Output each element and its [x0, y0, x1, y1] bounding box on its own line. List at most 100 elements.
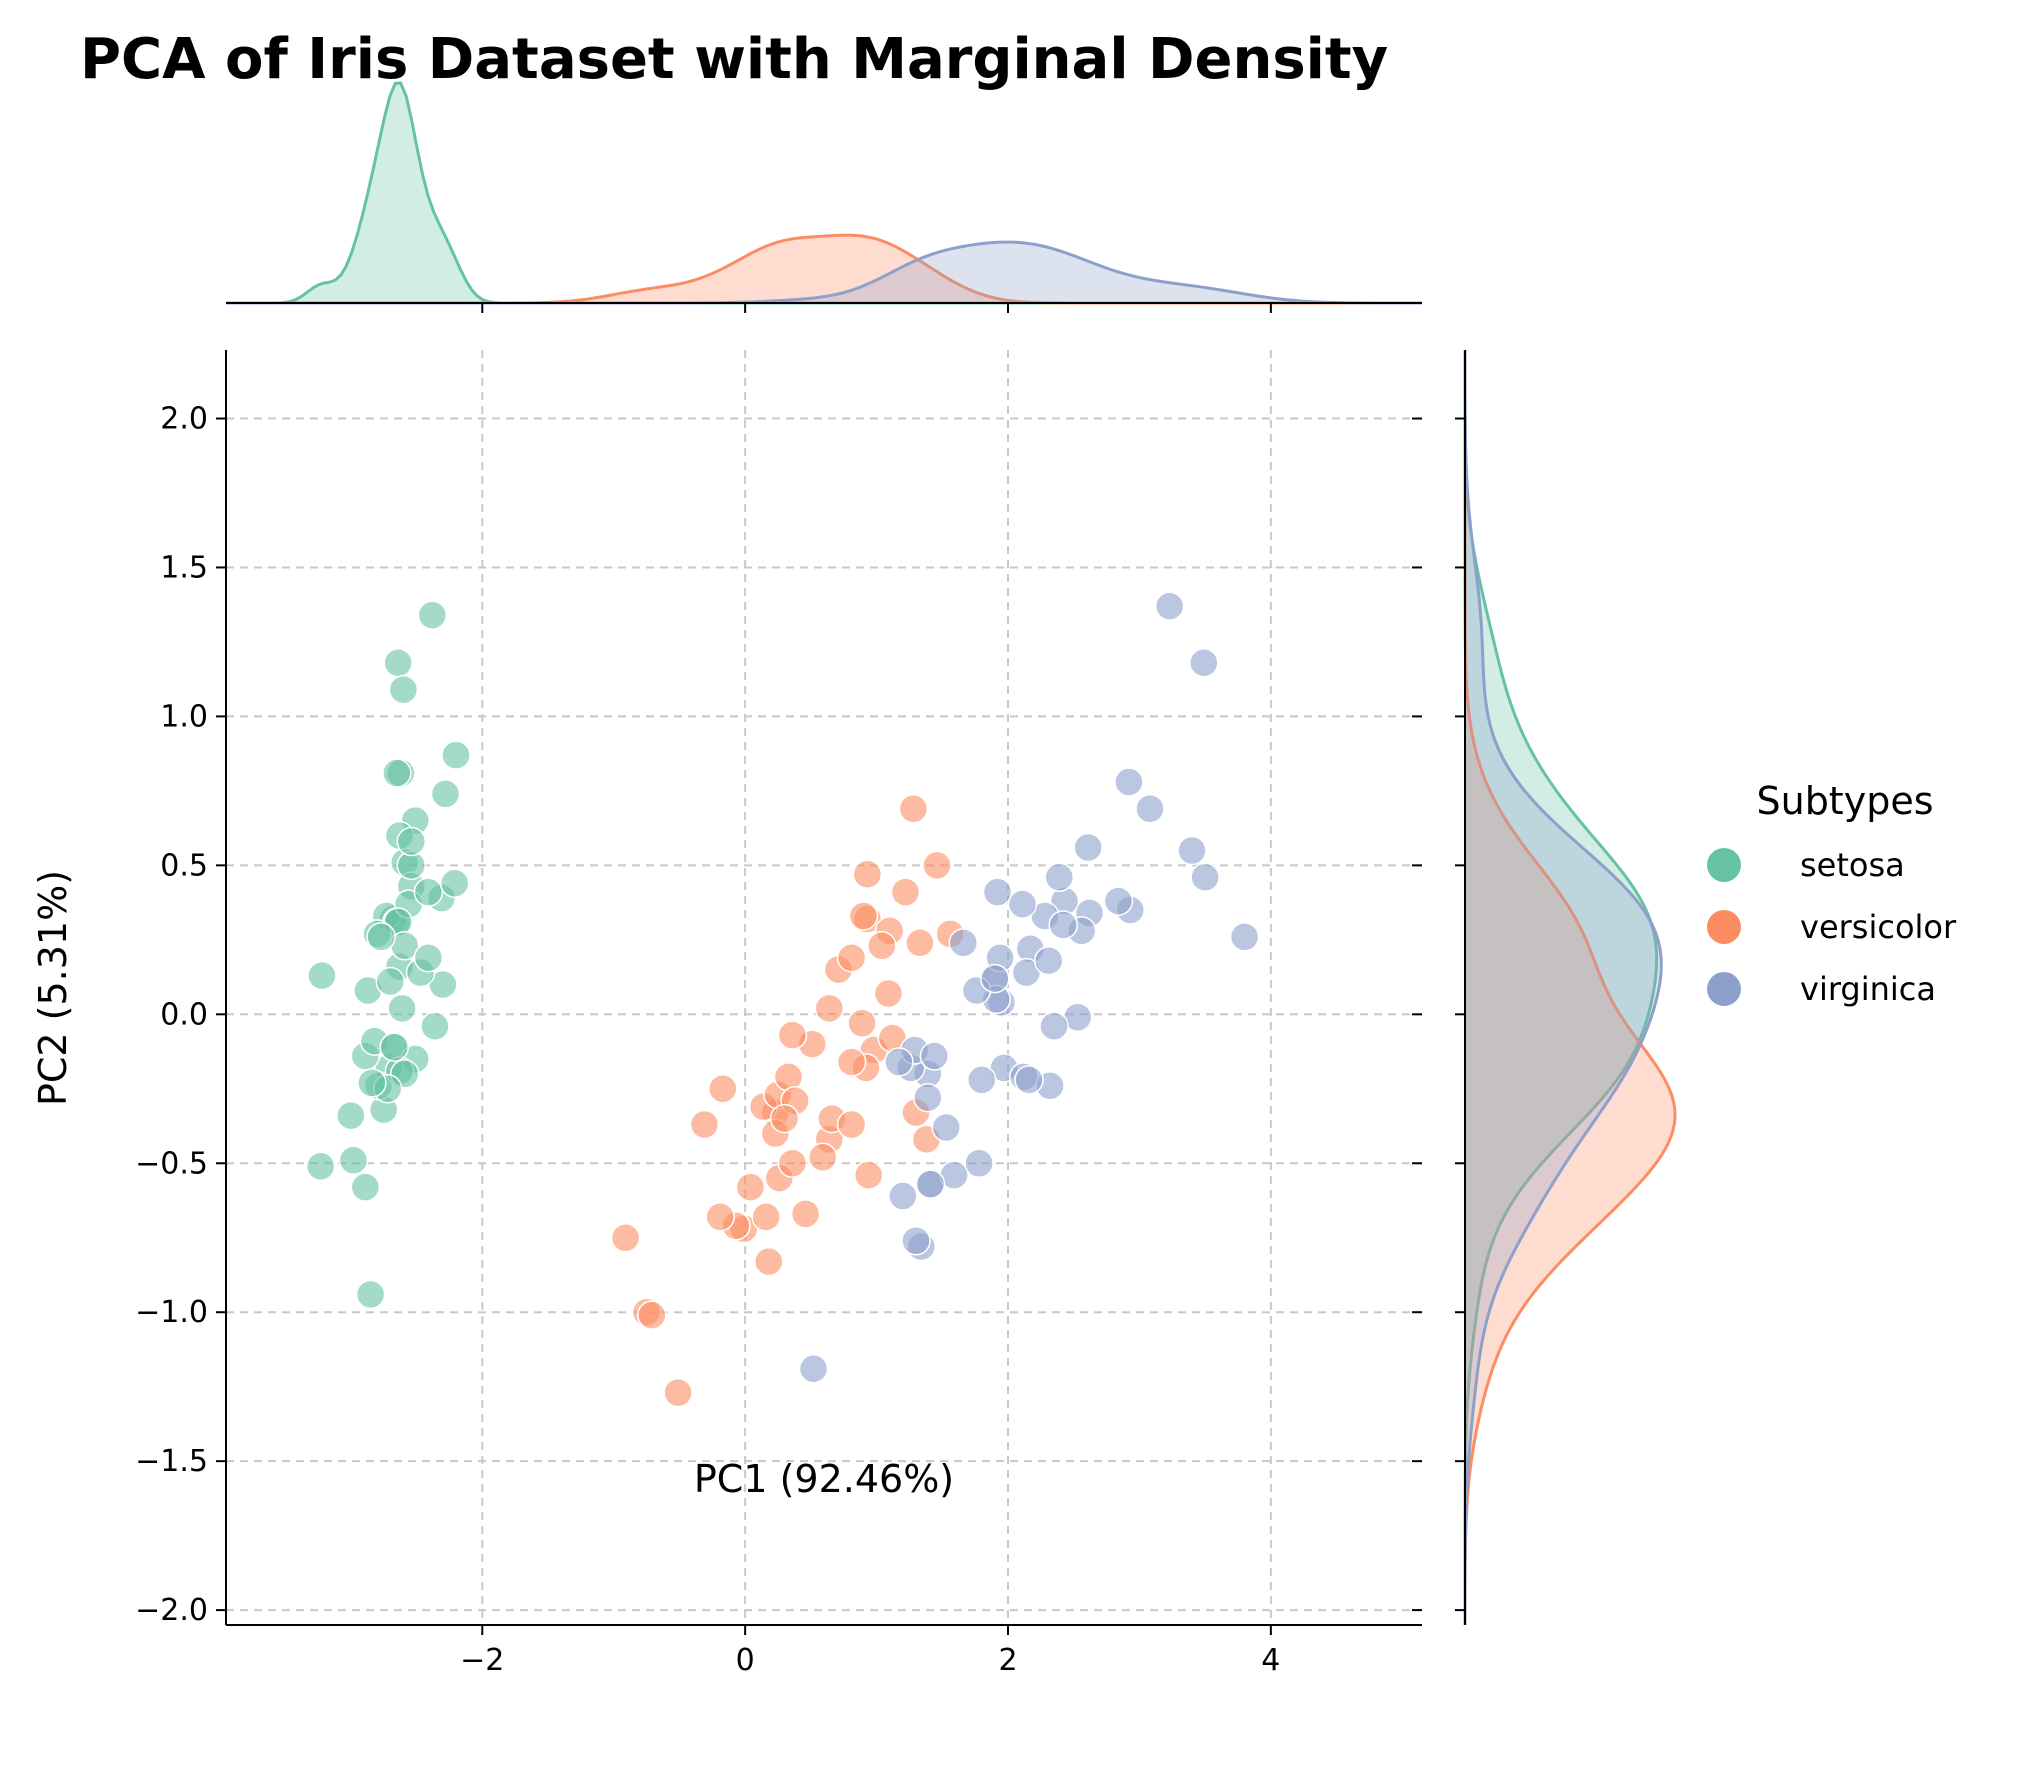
scatter-point-setosa — [355, 1279, 386, 1310]
right-marginal-density — [1455, 349, 1677, 1625]
top-marginal-density — [226, 81, 1423, 313]
right-density-fill-virginica — [1465, 350, 1662, 1625]
legend-label-versicolor: versicolor — [1800, 908, 1957, 946]
scatter-point-setosa — [430, 779, 461, 809]
y-tick-label: −1.0 — [135, 1295, 208, 1330]
y-axis-label: PC2 (5.31%) — [31, 870, 75, 1106]
scatter-point-virginica — [1048, 910, 1078, 940]
scatter-point-versicolor — [637, 1300, 667, 1330]
legend-title: Subtypes — [1756, 779, 1933, 823]
scatter-point-virginica — [1135, 794, 1165, 824]
scatter-point-setosa — [366, 922, 396, 952]
scatter-point-virginica — [888, 1181, 918, 1211]
scatter-point-virginica — [982, 877, 1013, 907]
scatter-point-setosa — [441, 740, 471, 770]
scatter-point-virginica — [1033, 945, 1064, 976]
scatter-point-setosa — [336, 1100, 366, 1131]
right-density-line-virginica — [1463, 350, 1663, 1625]
scatter-point-virginica — [1229, 922, 1260, 952]
scatter-point-virginica — [1177, 835, 1207, 866]
scatter-point-versicolor — [905, 928, 935, 958]
x-axis-label: PC1 (92.46%) — [694, 1457, 954, 1501]
scatter-point-versicolor — [847, 1008, 877, 1038]
scatter-point-setosa — [382, 758, 412, 788]
scatter-point-versicolor — [754, 1246, 784, 1277]
top-density-fill-versicolor — [226, 235, 1422, 303]
scatter-point-versicolor — [867, 931, 897, 961]
scatter-point-setosa — [307, 960, 337, 991]
scatter-point-virginica — [948, 928, 979, 958]
scatter-point-setosa — [383, 648, 413, 678]
scatter-point-setosa — [379, 1032, 409, 1062]
scatter-point-setosa — [396, 826, 427, 857]
legend-label-setosa: setosa — [1800, 846, 1905, 884]
y-tick-label: −0.5 — [135, 1146, 208, 1181]
scatter-point-virginica — [1044, 862, 1075, 893]
scatter-point-virginica — [980, 963, 1010, 994]
x-tick-label: 4 — [1261, 1643, 1280, 1678]
scatter-point-versicolor — [708, 1074, 738, 1104]
scatter-point-virginica — [798, 1354, 829, 1384]
x-tick-label: 0 — [736, 1643, 755, 1678]
scatter-point-virginica — [1073, 832, 1103, 863]
scatter-point-versicolor — [689, 1109, 720, 1140]
legend: Subtypes setosa versicolor virginica — [1707, 779, 1957, 1008]
scatter-point-versicolor — [873, 978, 904, 1009]
right-density-fill-setosa — [1465, 350, 1657, 1625]
scatter-point-virginica — [919, 1041, 950, 1071]
scatter-point-setosa — [357, 1068, 387, 1098]
x-tick-label: −2 — [460, 1643, 504, 1678]
y-tick-label: 1.0 — [160, 699, 208, 734]
scatter-point-virginica — [1007, 889, 1038, 919]
scatter-points — [305, 591, 1260, 1408]
scatter-point-setosa — [387, 993, 417, 1024]
right-density-fill-versicolor — [1465, 350, 1675, 1625]
y-tick-label: 0.0 — [160, 997, 208, 1032]
scatter-point-versicolor — [610, 1222, 641, 1253]
main-grid — [226, 350, 1422, 1625]
scatter-point-virginica — [1190, 862, 1220, 893]
scatter-point-virginica — [931, 1112, 961, 1143]
scatter-point-versicolor — [922, 850, 952, 881]
scatter-point-setosa — [338, 1145, 369, 1176]
scatter-point-versicolor — [777, 1148, 808, 1179]
scatter-point-virginica — [1014, 1065, 1044, 1095]
y-tick-label: −2.0 — [135, 1593, 208, 1628]
main-axes: −2 0 2 4 2.0 1.5 1.0 0.5 0.0 −0.5 −1.0 −1.5 −2.0 — [135, 350, 1422, 1678]
scatter-point-setosa — [413, 877, 444, 907]
scatter-point-versicolor — [807, 1142, 838, 1173]
scatter-point-versicolor — [848, 901, 879, 931]
legend-marker-virginica — [1707, 972, 1741, 1006]
scatter-point-virginica — [913, 1082, 943, 1113]
scatter-point-setosa — [413, 942, 444, 973]
scatter-point-versicolor — [769, 1103, 800, 1134]
legend-marker-versicolor — [1707, 910, 1741, 944]
scatter-point-virginica — [964, 1148, 994, 1179]
scatter-point-versicolor — [890, 877, 921, 907]
scatter-point-versicolor — [705, 1202, 735, 1232]
scatter-point-setosa — [350, 1172, 381, 1202]
scatter-point-virginica — [901, 1225, 931, 1256]
scatter-point-virginica — [1154, 591, 1185, 621]
scatter-point-virginica — [1114, 767, 1144, 797]
top-density-fill-virginica — [226, 242, 1422, 303]
scatter-point-virginica — [1189, 648, 1219, 678]
scatter-point-versicolor — [751, 1202, 781, 1232]
scatter-point-setosa — [388, 674, 419, 705]
top-density-fill-setosa — [226, 83, 1422, 303]
scatter-point-versicolor — [735, 1172, 766, 1202]
y-tick-label: 2.0 — [160, 402, 208, 437]
scatter-point-setosa — [439, 868, 470, 898]
scatter-point-versicolor — [663, 1377, 693, 1408]
scatter-point-versicolor — [814, 993, 845, 1024]
scatter-point-setosa — [375, 966, 406, 997]
y-tick-label: −1.5 — [135, 1444, 208, 1479]
scatter-point-versicolor — [836, 942, 867, 973]
scatter-point-versicolor — [790, 1199, 821, 1229]
scatter-point-virginica — [1039, 1011, 1069, 1041]
x-tick-label: 2 — [998, 1643, 1017, 1678]
scatter-point-versicolor — [836, 1109, 867, 1140]
legend-marker-setosa — [1707, 848, 1741, 882]
